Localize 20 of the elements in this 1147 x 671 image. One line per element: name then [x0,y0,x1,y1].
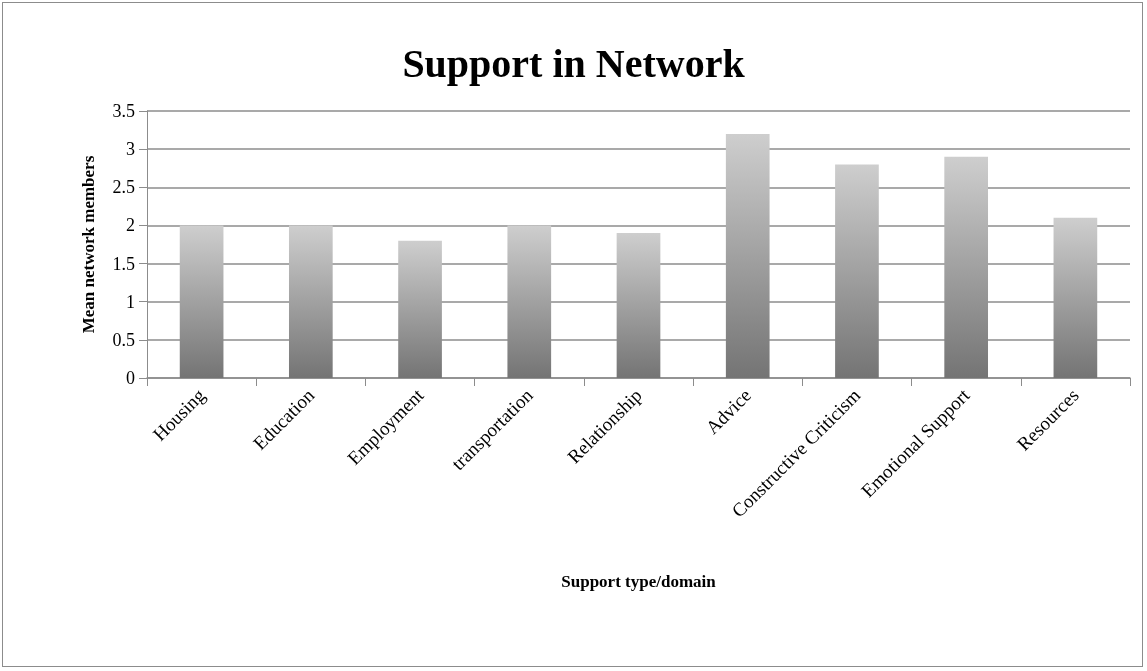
bar [507,225,552,378]
y-tick-label: 3.5 [112,101,135,121]
bar [288,225,333,378]
y-tick-label: 0 [126,368,135,388]
y-tick-label: 0.5 [112,329,135,350]
bar [944,156,989,378]
bar [1053,217,1098,378]
y-tick-label: 1 [126,291,135,312]
bar [725,133,770,378]
y-axis-title: Mean network members [79,155,98,334]
chart-title: Support in Network [402,40,746,86]
bar [835,164,879,378]
bar [398,240,442,378]
y-tick-label: 2 [126,215,135,236]
bar [616,233,661,378]
bar [179,225,224,378]
y-tick-label: 1.5 [112,253,135,274]
y-tick-label: 2.5 [112,177,135,198]
x-axis-title: Support type/domain [561,572,717,591]
y-tick-label: 3 [126,139,135,160]
